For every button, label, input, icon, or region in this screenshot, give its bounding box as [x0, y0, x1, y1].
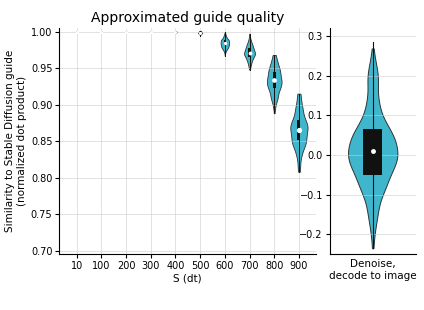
Bar	[298, 120, 300, 140]
Bar	[224, 40, 226, 46]
X-axis label: S (dt): S (dt)	[173, 274, 202, 284]
Title: Approximated guide quality: Approximated guide quality	[91, 11, 285, 25]
Bar	[363, 129, 382, 175]
Bar	[200, 32, 201, 33]
Bar	[273, 73, 276, 88]
Bar	[248, 48, 251, 57]
Y-axis label: Similarity to Stable Diffusion guide
(normalized dot product): Similarity to Stable Diffusion guide (no…	[5, 50, 27, 232]
